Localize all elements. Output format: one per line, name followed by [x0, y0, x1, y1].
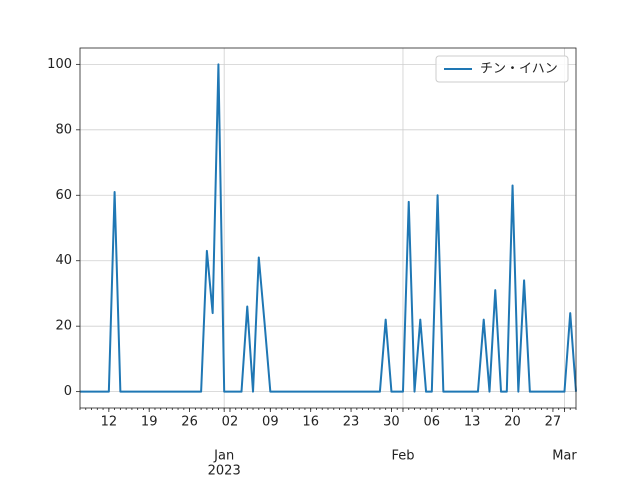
- y-tick-label: 60: [55, 188, 72, 203]
- x-tick-label: 09: [262, 415, 279, 430]
- x-tick-label: 16: [302, 415, 319, 430]
- x-tick-label: 12: [101, 415, 118, 430]
- legend: チン・イハン: [435, 55, 569, 83]
- x-tick-label: 13: [464, 415, 481, 430]
- legend-box: [435, 55, 569, 83]
- x-month-label: Feb: [391, 449, 414, 464]
- x-tick-label: 19: [141, 415, 158, 430]
- x-tick-label: 06: [424, 415, 441, 430]
- x-tick-label: 30: [383, 415, 400, 430]
- legend-label: チン・イハン: [480, 62, 558, 77]
- data-line: [80, 63, 577, 393]
- y-tick-label: 0: [64, 384, 72, 399]
- y-tick-label: 100: [47, 57, 72, 72]
- x-tick-label: 26: [181, 415, 198, 430]
- x-tick-label: 02: [222, 415, 239, 430]
- y-tick-label: 80: [55, 122, 72, 137]
- x-tick-label: 23: [343, 415, 360, 430]
- x-month-label: Jan: [213, 449, 234, 464]
- x-month-label: Mar: [552, 449, 577, 464]
- plot-frame: [79, 47, 577, 409]
- x-year-label: 2023: [208, 464, 241, 479]
- y-tick-label: 40: [55, 253, 72, 268]
- x-tick-label: 27: [545, 415, 562, 430]
- y-tick-label: 20: [55, 319, 72, 334]
- x-tick-label: 20: [504, 415, 521, 430]
